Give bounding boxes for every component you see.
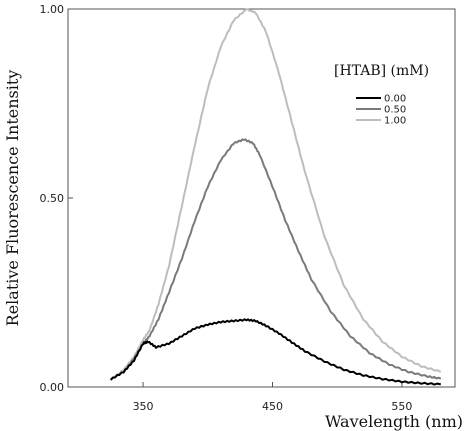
legend-label-0-00: 0.00 bbox=[384, 94, 406, 105]
y-tick-label: 0.00 bbox=[40, 381, 65, 394]
x-tick-label: 350 bbox=[133, 400, 154, 413]
y-axis-title: Relative Fluorescence Intensity bbox=[3, 70, 22, 327]
y-axis-ticks: 0.00 0.50 1.00 bbox=[40, 3, 73, 394]
legend-label-1-00: 1.00 bbox=[384, 116, 406, 127]
x-axis-title: Wavelength (nm) bbox=[325, 412, 463, 431]
x-axis-ticks: 350 450 550 bbox=[133, 382, 412, 413]
y-tick-label: 0.50 bbox=[40, 192, 65, 205]
x-tick-label: 550 bbox=[391, 400, 412, 413]
legend: [HTAB] (mM) 0.000.501.00 bbox=[334, 63, 429, 127]
series-line-0-50 bbox=[109, 138, 442, 381]
y-tick-label: 1.00 bbox=[40, 3, 65, 16]
series-line-1-00 bbox=[109, 8, 442, 381]
legend-title: [HTAB] (mM) bbox=[334, 63, 429, 79]
series-line-0-00 bbox=[109, 318, 442, 386]
series-lines bbox=[109, 8, 442, 386]
legend-label-0-50: 0.50 bbox=[384, 105, 406, 116]
x-tick-label: 450 bbox=[262, 400, 283, 413]
